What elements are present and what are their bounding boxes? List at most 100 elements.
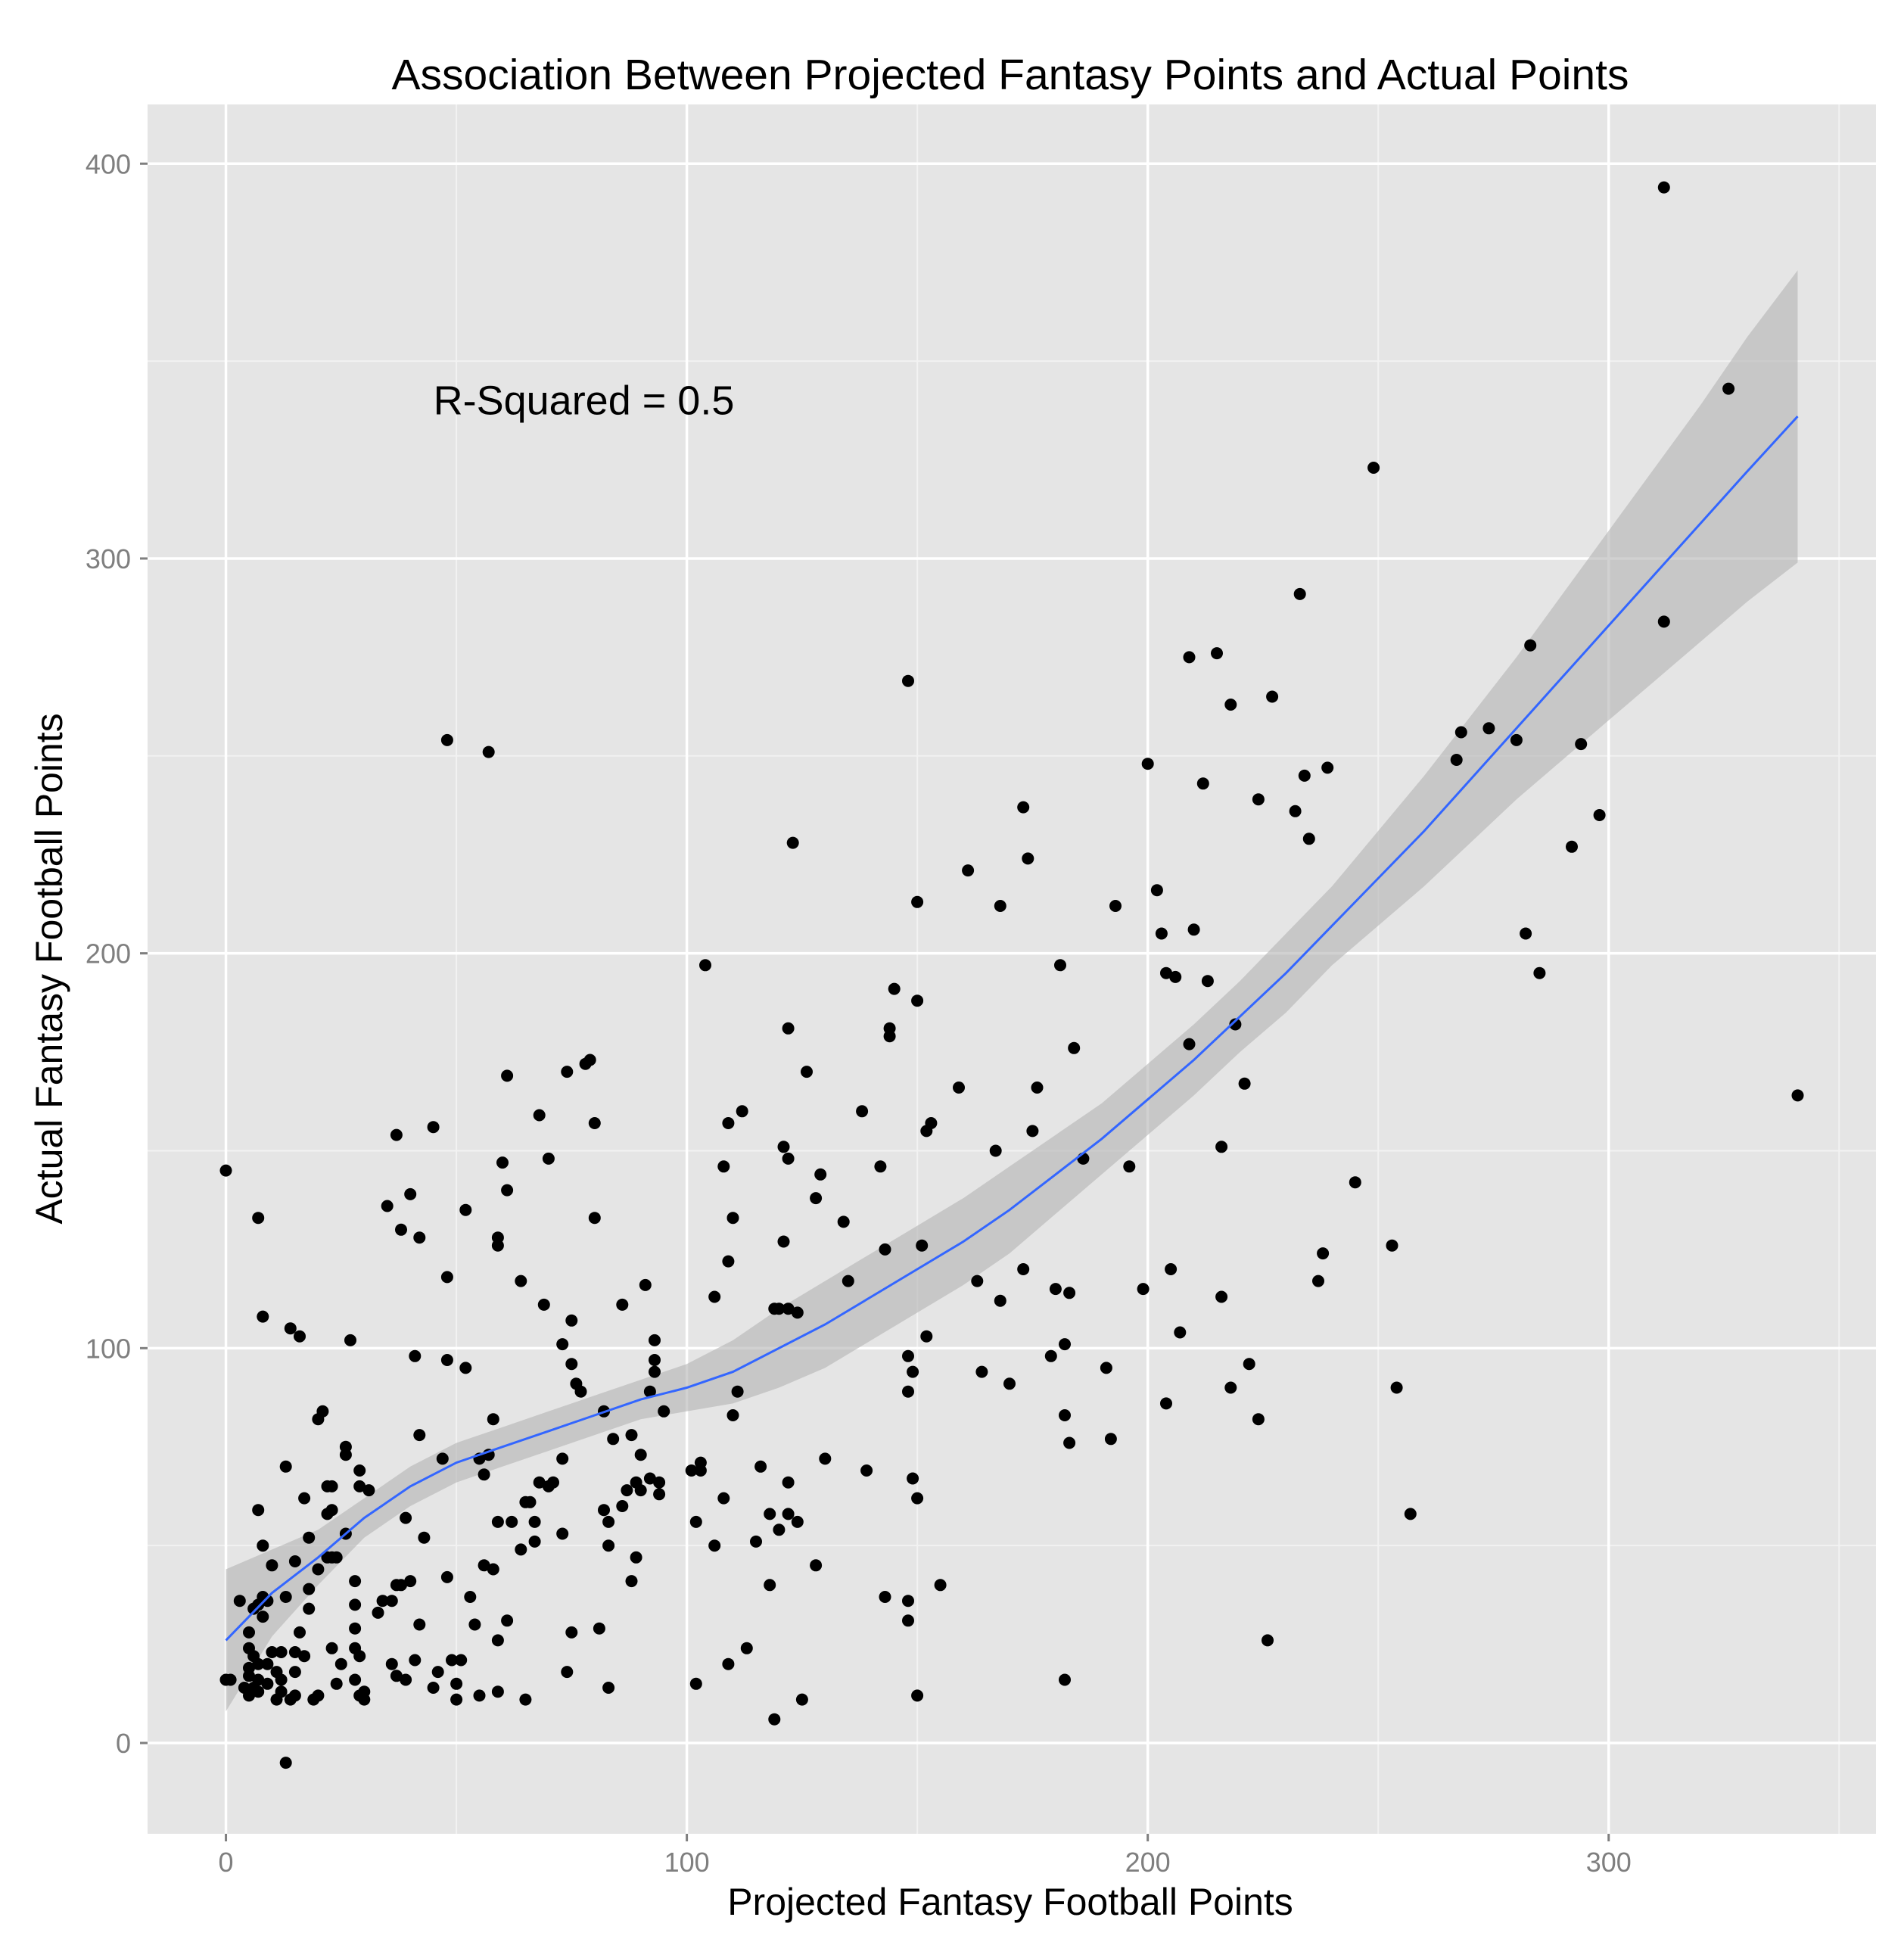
data-point xyxy=(1141,758,1154,770)
data-point xyxy=(731,1385,744,1398)
data-point xyxy=(334,1657,347,1670)
data-point xyxy=(224,1673,237,1686)
data-point xyxy=(1017,1263,1030,1275)
data-point xyxy=(616,1298,629,1311)
data-point xyxy=(413,1429,426,1442)
data-point xyxy=(376,1595,389,1608)
data-point xyxy=(625,1429,638,1442)
data-point xyxy=(288,1555,301,1567)
data-point xyxy=(902,1349,914,1362)
data-point xyxy=(1169,970,1182,983)
data-point xyxy=(257,1539,269,1552)
data-point xyxy=(436,1452,449,1465)
data-point xyxy=(694,1456,707,1469)
data-point xyxy=(1722,382,1735,395)
data-point xyxy=(556,1338,569,1351)
y-tick-label: 400 xyxy=(86,148,131,179)
data-point xyxy=(1003,1377,1016,1390)
data-point xyxy=(975,1365,988,1378)
data-point xyxy=(837,1215,850,1228)
data-point xyxy=(325,1642,338,1654)
data-point xyxy=(786,836,799,849)
data-point xyxy=(418,1531,431,1544)
x-tick-label: 200 xyxy=(1125,1847,1171,1878)
data-point xyxy=(279,1460,292,1473)
data-point xyxy=(303,1583,316,1595)
data-point xyxy=(1252,793,1265,806)
data-point xyxy=(689,1515,702,1528)
plot-panel xyxy=(148,104,1876,1834)
data-point xyxy=(602,1539,615,1552)
data-point xyxy=(1068,1041,1081,1054)
data-point xyxy=(1174,1326,1187,1339)
data-point xyxy=(773,1524,786,1536)
data-point xyxy=(528,1515,541,1528)
data-point xyxy=(722,1657,735,1670)
smooth-fit-line xyxy=(225,416,1799,1642)
y-tick-label: 300 xyxy=(86,543,131,574)
data-point xyxy=(888,982,901,995)
data-point xyxy=(252,1685,265,1698)
data-point xyxy=(907,1472,919,1485)
data-point xyxy=(911,1689,924,1702)
data-point xyxy=(658,1405,670,1418)
data-point xyxy=(782,1476,795,1489)
data-point xyxy=(588,1117,601,1129)
data-point xyxy=(777,1141,790,1153)
data-point xyxy=(736,1105,748,1118)
data-point xyxy=(413,1618,426,1631)
data-point xyxy=(450,1693,463,1706)
data-point xyxy=(874,1160,887,1173)
data-point xyxy=(1054,959,1066,972)
data-point xyxy=(764,1508,776,1520)
data-point xyxy=(547,1476,559,1489)
data-point xyxy=(561,1066,574,1078)
data-point xyxy=(395,1223,407,1236)
data-point xyxy=(649,1354,661,1366)
data-point xyxy=(643,1472,656,1485)
data-point xyxy=(473,1689,486,1702)
data-point xyxy=(1049,1283,1062,1296)
data-point xyxy=(261,1657,274,1670)
data-point xyxy=(275,1646,288,1658)
data-point xyxy=(561,1666,574,1679)
data-point xyxy=(404,1575,417,1588)
data-point xyxy=(294,1330,306,1343)
data-point xyxy=(303,1531,316,1544)
data-point xyxy=(294,1626,306,1639)
data-point xyxy=(312,1563,325,1576)
data-point xyxy=(717,1492,730,1505)
data-point xyxy=(390,1128,403,1141)
data-point xyxy=(491,1634,504,1647)
data-point xyxy=(427,1121,440,1134)
data-point xyxy=(1657,615,1670,628)
data-point xyxy=(1390,1381,1403,1394)
data-point xyxy=(1224,699,1237,711)
data-point xyxy=(653,1476,666,1489)
data-point xyxy=(860,1464,873,1477)
data-point xyxy=(1454,726,1467,739)
data-point xyxy=(902,1595,914,1608)
data-point xyxy=(524,1495,537,1508)
data-point xyxy=(565,1626,578,1639)
data-point xyxy=(252,1657,265,1670)
data-point xyxy=(1017,801,1030,814)
data-point xyxy=(814,1168,827,1181)
data-point xyxy=(487,1413,499,1426)
y-axis-title: Actual Fantasy Football Points xyxy=(28,713,70,1224)
data-point xyxy=(920,1330,933,1343)
data-point xyxy=(542,1152,555,1165)
data-point xyxy=(446,1654,458,1667)
data-point xyxy=(565,1358,578,1371)
data-points xyxy=(219,181,1804,1769)
data-point xyxy=(330,1677,343,1690)
data-point xyxy=(1150,884,1163,897)
data-point xyxy=(349,1673,362,1686)
data-point xyxy=(726,1212,739,1225)
data-point xyxy=(879,1243,891,1256)
data-point xyxy=(689,1677,702,1690)
data-point xyxy=(722,1255,735,1268)
data-point xyxy=(400,1511,412,1524)
data-point xyxy=(810,1559,823,1572)
data-point xyxy=(934,1579,947,1592)
